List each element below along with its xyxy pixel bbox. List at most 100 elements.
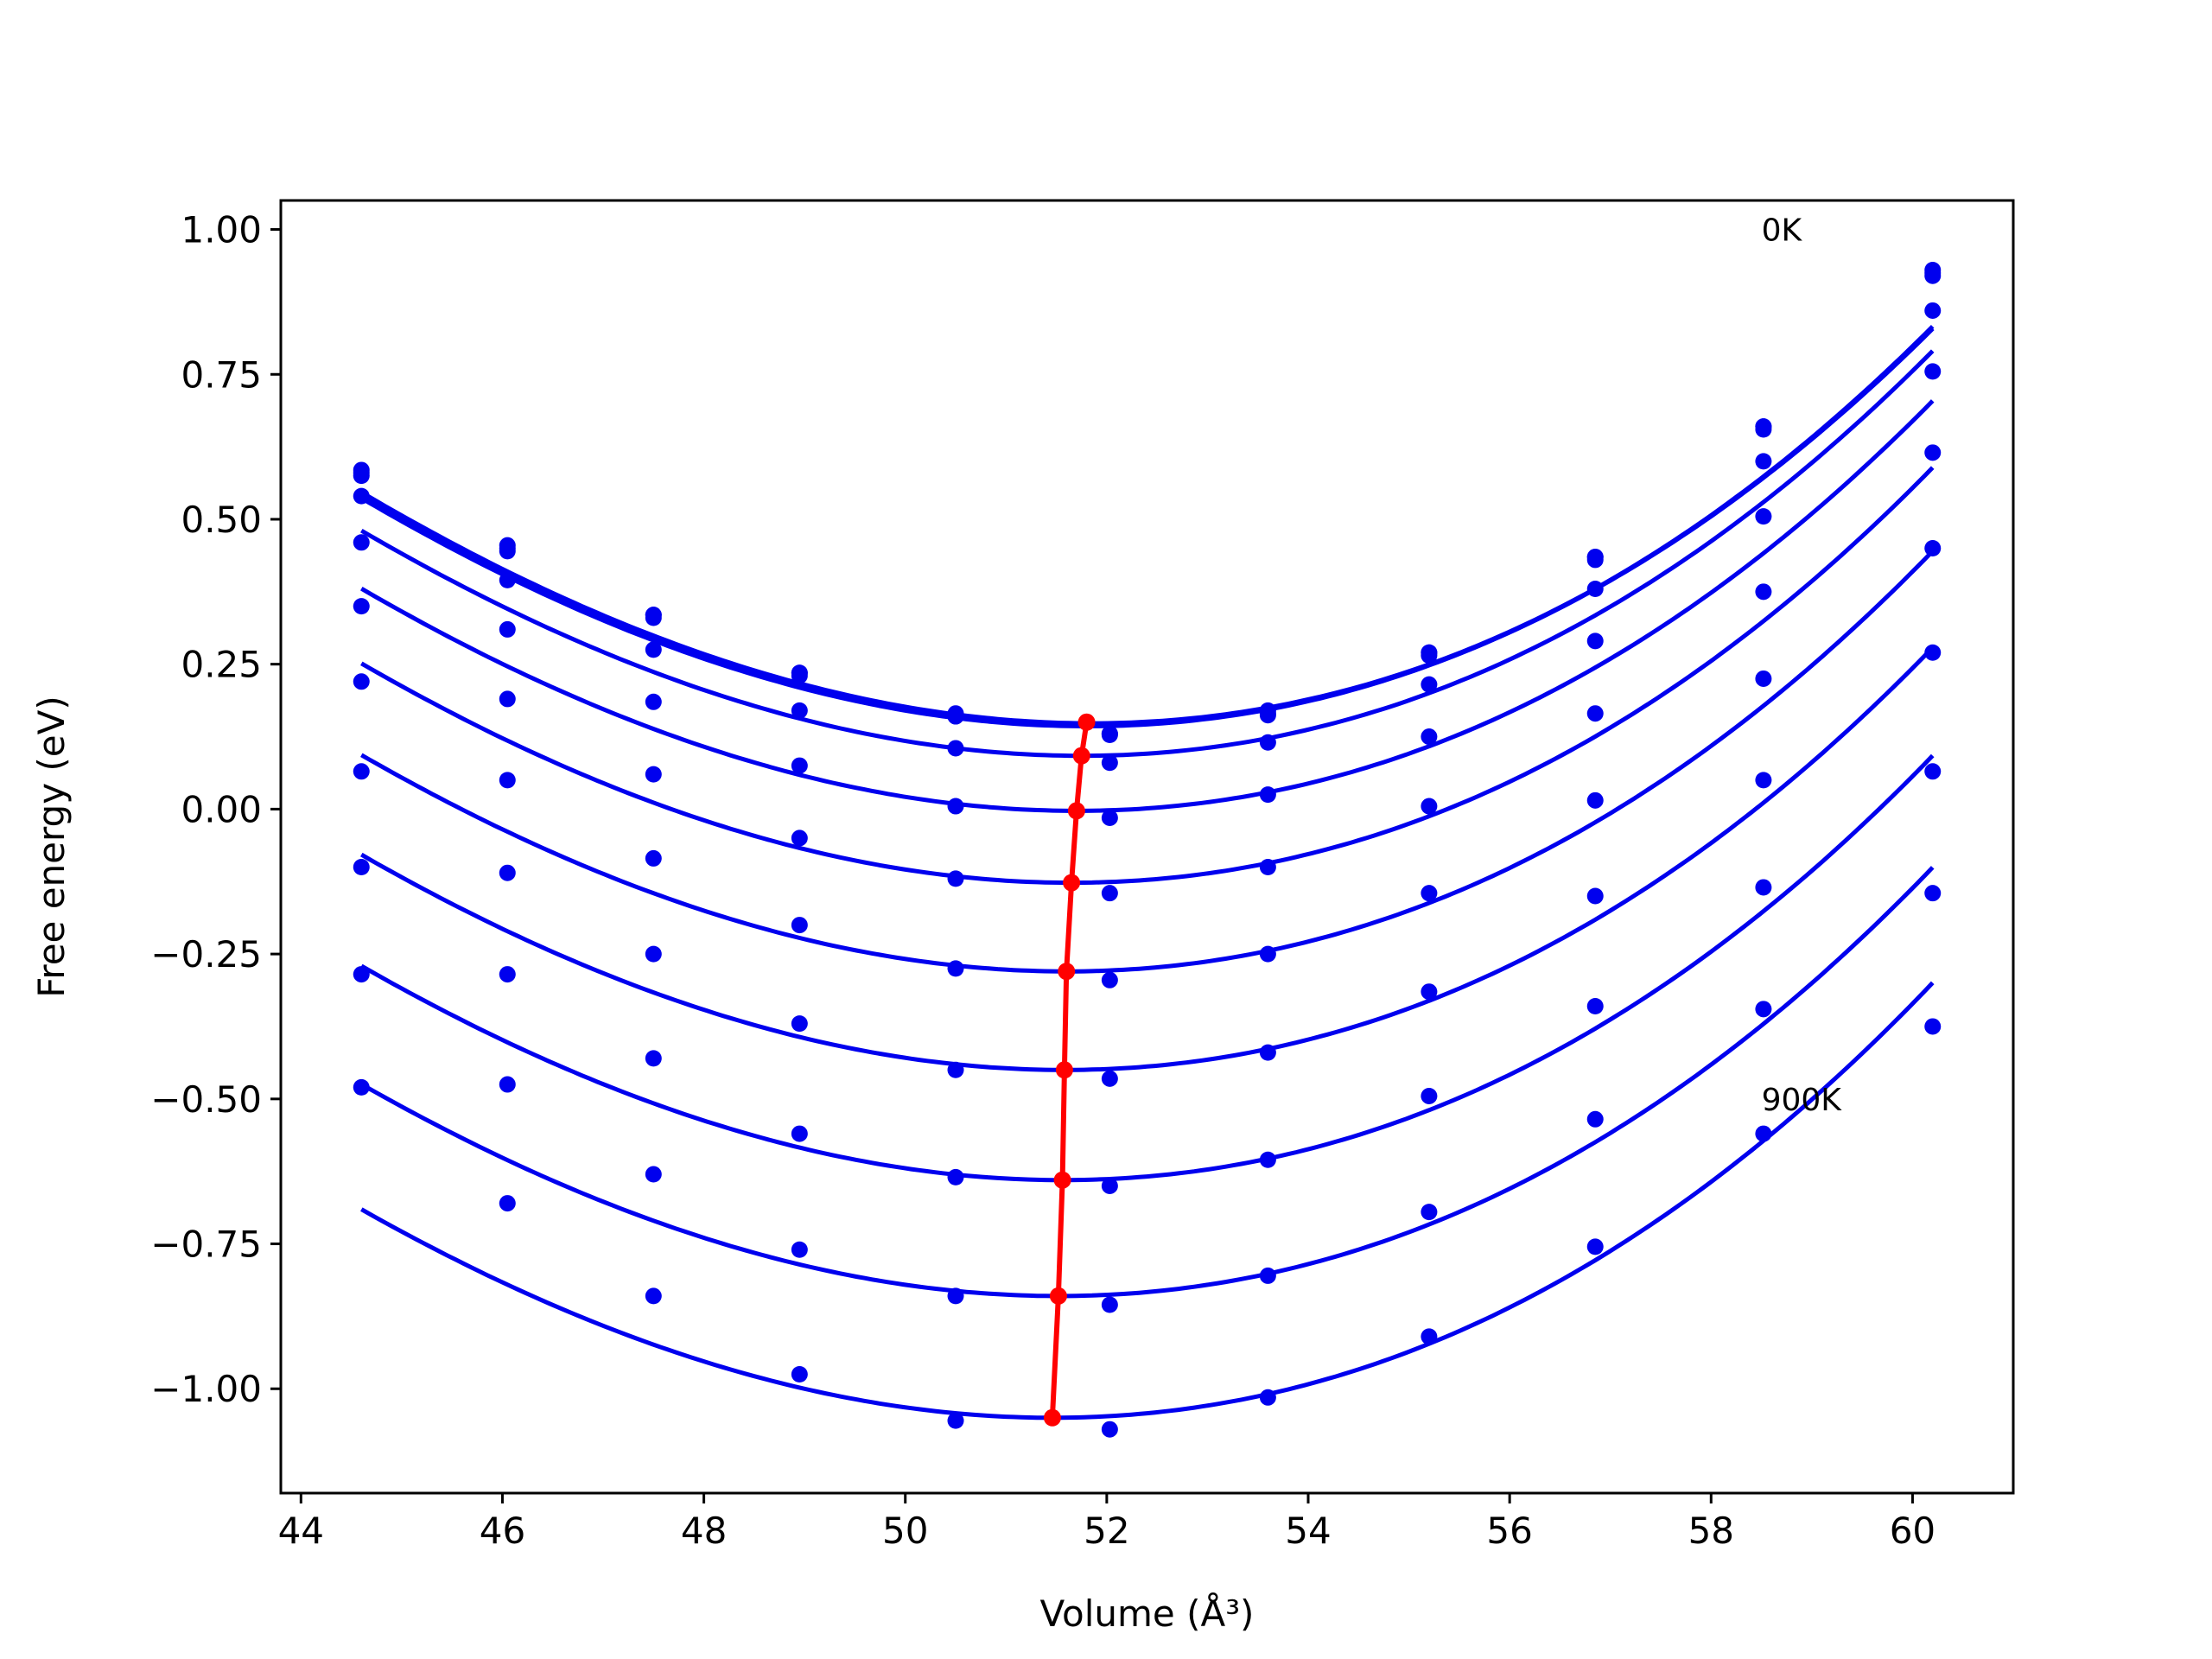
- data-point: [353, 534, 370, 551]
- data-point: [499, 966, 516, 983]
- data-point: [1924, 540, 1942, 557]
- data-point: [1755, 879, 1772, 896]
- data-point: [645, 607, 662, 624]
- data-points: [353, 262, 1942, 1438]
- data-point: [353, 1078, 370, 1096]
- minima-point: [1049, 1287, 1067, 1305]
- data-point: [1421, 1204, 1438, 1221]
- data-point: [1586, 632, 1604, 650]
- data-point: [1586, 887, 1604, 905]
- data-point: [353, 763, 370, 780]
- y-tick-label: 0.25: [181, 644, 262, 686]
- x-tick-label: 60: [1890, 1510, 1936, 1552]
- data-point: [1755, 453, 1772, 470]
- minima-point: [1063, 874, 1081, 892]
- data-point: [947, 1168, 964, 1185]
- data-point: [353, 598, 370, 615]
- annotations: 0K 900K: [1762, 213, 1843, 1118]
- data-point: [1586, 997, 1604, 1014]
- data-point: [1259, 1267, 1276, 1284]
- data-point: [791, 702, 808, 719]
- data-point: [947, 870, 964, 887]
- y-tick-label: −0.25: [150, 933, 262, 976]
- fit-curve-4: [360, 399, 1935, 813]
- x-tick-label: 46: [480, 1510, 525, 1552]
- data-point: [1101, 1296, 1118, 1313]
- data-point: [645, 945, 662, 963]
- x-tick-label: 44: [278, 1510, 324, 1552]
- data-point: [791, 1125, 808, 1142]
- data-point: [499, 620, 516, 638]
- data-point: [1421, 983, 1438, 1001]
- fit-curve-10: [360, 981, 1935, 1421]
- data-point: [1755, 583, 1772, 601]
- minima-point: [1043, 1408, 1061, 1427]
- data-point: [1924, 763, 1942, 780]
- data-point: [1259, 1044, 1276, 1061]
- data-point: [1755, 670, 1772, 687]
- data-point: [1101, 1070, 1118, 1087]
- data-point: [499, 1195, 516, 1212]
- data-point: [1586, 549, 1604, 566]
- data-point: [791, 1365, 808, 1382]
- data-point: [947, 708, 964, 725]
- data-point: [1101, 754, 1118, 772]
- fit-curve-2: [360, 324, 1935, 729]
- data-point: [1755, 418, 1772, 435]
- data-point: [499, 571, 516, 588]
- data-point: [791, 664, 808, 682]
- data-point: [1101, 885, 1118, 902]
- minima-point: [1055, 1061, 1073, 1079]
- x-tick-label: 48: [681, 1510, 727, 1552]
- data-point: [1924, 363, 1942, 380]
- data-point: [1259, 1151, 1276, 1168]
- fit-curve-8: [360, 753, 1935, 1183]
- data-point: [1755, 772, 1772, 789]
- minima-point: [1067, 802, 1085, 820]
- minima-point: [1058, 963, 1076, 981]
- data-point: [645, 1287, 662, 1305]
- data-point: [1924, 644, 1942, 661]
- data-point: [645, 641, 662, 658]
- data-point: [499, 1076, 516, 1093]
- data-point: [1259, 1389, 1276, 1406]
- fit-curve-3: [360, 349, 1935, 759]
- fit-curve-6: [360, 550, 1935, 974]
- minima-point: [1077, 713, 1096, 731]
- data-point: [1755, 1001, 1772, 1018]
- x-tick-label: 58: [1688, 1510, 1734, 1552]
- data-point: [947, 798, 964, 815]
- y-axis-label: Free energy (eV): [30, 696, 73, 998]
- annotation-label: 0K: [1762, 213, 1803, 249]
- data-point: [499, 537, 516, 554]
- data-point: [645, 1050, 662, 1067]
- y-tick-label: −1.00: [150, 1368, 262, 1410]
- y-tick-label: 0.50: [181, 499, 262, 541]
- data-point: [645, 693, 662, 710]
- data-point: [1421, 798, 1438, 815]
- fit-curve-9: [360, 866, 1935, 1299]
- data-point: [1421, 1087, 1438, 1104]
- data-point: [1259, 945, 1276, 963]
- data-point: [1259, 702, 1276, 719]
- x-tick-label: 50: [882, 1510, 928, 1552]
- data-point: [499, 864, 516, 881]
- minima-point: [1072, 747, 1090, 765]
- data-point: [1924, 444, 1942, 461]
- data-point: [1259, 786, 1276, 804]
- data-point: [791, 830, 808, 847]
- data-point: [499, 772, 516, 789]
- data-point: [499, 690, 516, 708]
- data-point: [1924, 1018, 1942, 1035]
- plot-frame: [279, 199, 2015, 1495]
- data-point: [353, 673, 370, 690]
- data-point: [947, 960, 964, 977]
- data-point: [1421, 644, 1438, 661]
- data-point: [791, 1241, 808, 1258]
- data-point: [947, 740, 964, 757]
- data-point: [353, 858, 370, 875]
- y-tick-label: 0.00: [181, 788, 262, 830]
- y-tick-label: 1.00: [181, 209, 262, 251]
